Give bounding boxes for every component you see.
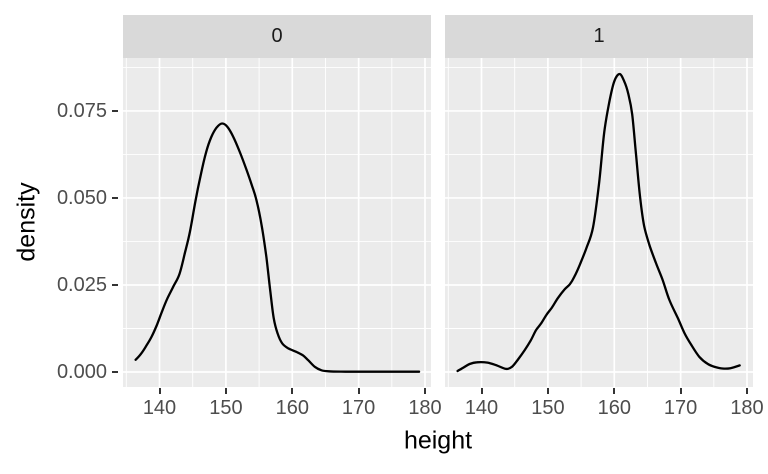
x-tick-mark: [546, 388, 549, 394]
density-curve-facet-0: [134, 122, 421, 373]
x-tick-mark: [746, 388, 748, 394]
x-tick-label: 160: [275, 397, 309, 419]
x-tick-label: 150: [209, 397, 243, 419]
facet-strip-0: 0: [123, 15, 431, 58]
panel-canvas: [445, 58, 753, 387]
x-tick-label: 160: [597, 397, 631, 419]
x-tick-mark: [613, 388, 616, 394]
x-tick-label: 180: [730, 397, 764, 419]
y-tick-mark: [112, 284, 118, 286]
facet-strip-label: 1: [593, 25, 605, 47]
panel-canvas: [123, 58, 431, 387]
x-tick-mark: [158, 388, 161, 394]
plot-panel-0: [123, 58, 431, 387]
x-tick-label: 140: [464, 397, 499, 419]
x-tick-label: 170: [341, 397, 376, 419]
x-tick-mark: [357, 388, 360, 394]
y-tick-mark: [112, 197, 118, 199]
x-axis-title: height: [403, 426, 473, 455]
x-tick-mark: [224, 388, 227, 394]
x-tick-label: 180: [408, 397, 442, 419]
y-tick-mark: [112, 371, 118, 373]
facet-strip-1: 1: [445, 15, 753, 58]
x-tick-mark: [480, 388, 483, 394]
x-tick-label: 140: [142, 397, 177, 419]
x-tick-mark: [679, 388, 682, 394]
y-tick-label: 0.000: [56, 361, 107, 383]
x-tick-label: 170: [663, 397, 698, 419]
density-curve-facet-1: [456, 72, 741, 373]
y-tick-label: 0.025: [56, 274, 107, 296]
plot-panel-1: [445, 58, 753, 387]
x-tick-mark: [291, 388, 294, 394]
facet-strip-label: 0: [271, 25, 283, 47]
x-tick-mark: [424, 388, 426, 394]
y-tick-label: 0.050: [56, 187, 107, 209]
x-tick-label: 150: [531, 397, 565, 419]
y-tick-label: 0.075: [56, 99, 107, 122]
y-tick-mark: [112, 109, 118, 112]
